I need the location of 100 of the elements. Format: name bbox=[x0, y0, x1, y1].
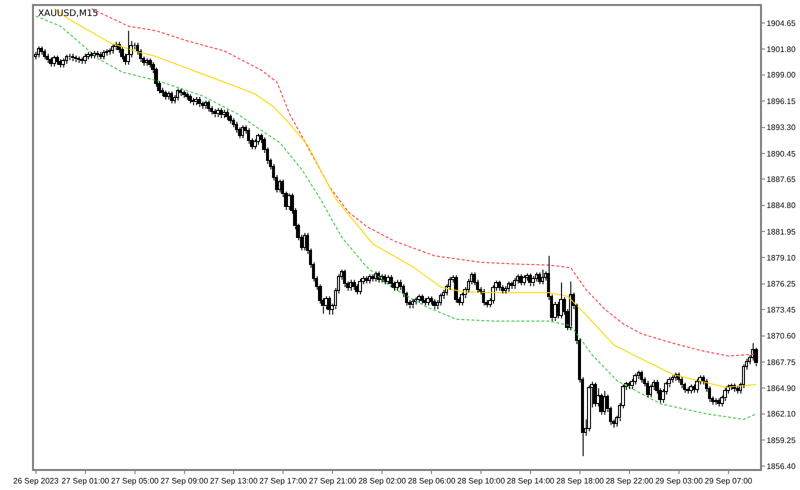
x-tick-label: 26 Sep 2023 bbox=[13, 476, 60, 486]
candlestick bbox=[667, 376, 671, 388]
x-tick-label: 27 Sep 05:00 bbox=[110, 476, 160, 486]
candlestick bbox=[201, 101, 204, 110]
candlestick bbox=[695, 378, 699, 394]
candlestick bbox=[454, 274, 458, 304]
candlestick bbox=[126, 30, 130, 66]
candlestick bbox=[145, 58, 148, 66]
candlestick bbox=[105, 48, 108, 56]
y-tick-label: 1856.40 bbox=[766, 462, 796, 472]
x-tick-label: 28 Sep 14:00 bbox=[506, 476, 555, 486]
candlestick bbox=[188, 94, 192, 104]
candlestick bbox=[253, 138, 257, 150]
candlestick bbox=[74, 55, 77, 63]
candlestick bbox=[37, 46, 40, 58]
y-tick-label: 1901.80 bbox=[766, 44, 796, 54]
candlestick bbox=[71, 53, 74, 62]
candlestick bbox=[160, 87, 164, 97]
candlestick bbox=[352, 279, 356, 290]
candlestick bbox=[504, 286, 507, 294]
candlestick bbox=[108, 48, 111, 56]
candlestick bbox=[77, 56, 80, 64]
candlestick bbox=[185, 92, 189, 100]
candlestick bbox=[247, 128, 250, 144]
candlestick bbox=[207, 100, 210, 112]
candlestick bbox=[278, 179, 281, 193]
candlestick bbox=[179, 88, 182, 97]
candlestick bbox=[213, 108, 216, 118]
candlestick bbox=[516, 274, 519, 284]
y-tick-label: 1864.90 bbox=[766, 384, 796, 393]
y-tick-label: 1870.60 bbox=[766, 332, 796, 341]
candlestick bbox=[473, 272, 476, 286]
candlestick bbox=[531, 276, 535, 287]
candlestick bbox=[95, 50, 99, 58]
candlestick bbox=[723, 388, 727, 402]
candlestick bbox=[167, 90, 170, 100]
candlestick bbox=[467, 278, 470, 294]
candlestick bbox=[507, 281, 510, 292]
candlestick bbox=[232, 118, 235, 128]
y-tick-label: 1896.15 bbox=[766, 96, 796, 106]
candlestick bbox=[482, 288, 485, 306]
candlestick bbox=[569, 281, 572, 331]
candlestick bbox=[55, 55, 59, 66]
candlestick bbox=[235, 121, 238, 134]
candlestick bbox=[680, 376, 683, 389]
x-tick-label: 28 Sep 22:00 bbox=[606, 476, 654, 486]
y-tick-label: 1890.45 bbox=[766, 149, 796, 158]
candlestick bbox=[491, 284, 495, 304]
candlestick bbox=[742, 364, 745, 389]
candlestick bbox=[120, 46, 124, 60]
candlestick bbox=[671, 374, 674, 384]
candlestick bbox=[646, 380, 649, 398]
y-tick-label: 1881.95 bbox=[766, 227, 796, 236]
candlestick bbox=[432, 298, 436, 310]
candlestick bbox=[136, 42, 139, 56]
candlestick bbox=[148, 58, 152, 68]
candlestick bbox=[637, 370, 640, 380]
candlestick bbox=[398, 279, 402, 290]
candlestick bbox=[364, 276, 368, 284]
y-tick-label: 1887.65 bbox=[766, 174, 796, 184]
candlestick bbox=[65, 54, 68, 64]
candlestick bbox=[61, 58, 65, 68]
candlestick bbox=[238, 126, 241, 139]
candlestick bbox=[633, 372, 637, 385]
x-tick-label: 27 Sep 21:00 bbox=[308, 476, 358, 486]
candlestick bbox=[630, 378, 634, 390]
candlestick bbox=[442, 289, 445, 300]
y-tick-label: 1884.80 bbox=[766, 201, 796, 210]
candlestick bbox=[80, 56, 83, 64]
x-tick-label: 27 Sep 17:00 bbox=[259, 476, 308, 486]
y-tick-label: 1867.75 bbox=[766, 358, 796, 367]
x-tick-label: 27 Sep 09:00 bbox=[160, 476, 209, 486]
candlestick bbox=[603, 390, 606, 416]
y-tick-label: 1879.10 bbox=[766, 254, 796, 263]
candlestick bbox=[371, 274, 374, 282]
x-tick-label: 27 Sep 13:00 bbox=[210, 476, 258, 486]
candlestick bbox=[541, 269, 544, 285]
candlestick bbox=[436, 299, 439, 310]
candlestick bbox=[170, 90, 173, 104]
candlestick bbox=[389, 274, 393, 288]
candlestick bbox=[411, 298, 414, 309]
candlestick bbox=[210, 106, 213, 115]
x-tick-label: 28 Sep 18:00 bbox=[556, 476, 604, 486]
candlestick bbox=[358, 278, 362, 295]
candlestick bbox=[522, 274, 526, 286]
candlestick bbox=[241, 124, 244, 139]
y-tick-label: 1904.65 bbox=[766, 18, 796, 28]
candlestick bbox=[34, 51, 37, 60]
candlestick bbox=[497, 280, 501, 292]
candlestick bbox=[368, 274, 371, 284]
candlestick bbox=[448, 276, 451, 290]
candlestick bbox=[754, 347, 758, 367]
y-tick-label: 1873.45 bbox=[766, 305, 796, 314]
candlestick bbox=[83, 53, 87, 64]
candlestick bbox=[43, 48, 46, 60]
y-tick-label: 1899.00 bbox=[766, 70, 796, 80]
x-tick-label: 29 Sep 03:00 bbox=[655, 476, 704, 486]
candlestick bbox=[228, 114, 232, 124]
candlestick bbox=[349, 279, 352, 292]
candlestick bbox=[439, 293, 442, 306]
